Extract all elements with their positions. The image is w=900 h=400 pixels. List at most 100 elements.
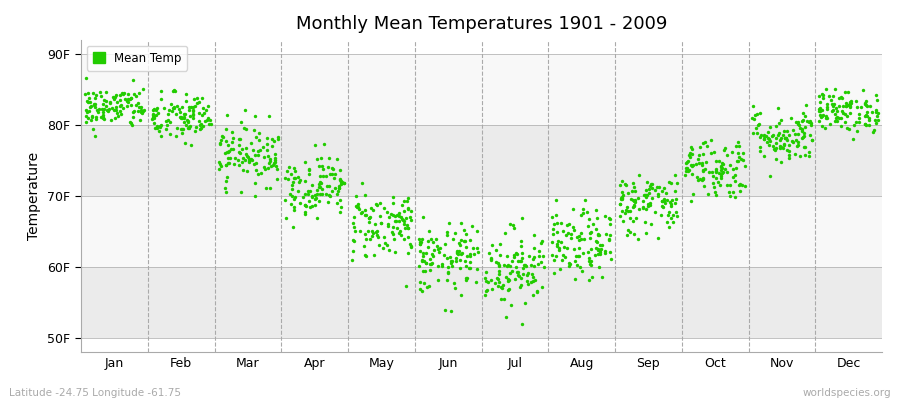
Point [685, 146, 699, 152]
Point [709, 168, 724, 174]
Point [728, 172, 742, 178]
Point [257, 154, 272, 160]
Point [176, 114, 191, 120]
Point [386, 200, 400, 206]
Point [800, 118, 814, 124]
Point [103, 98, 117, 105]
Point [281, 176, 295, 182]
Point [397, 218, 411, 224]
Point [631, 236, 645, 242]
Point [526, 256, 541, 262]
Point [548, 212, 562, 218]
Point [266, 162, 280, 168]
Point [218, 150, 232, 156]
Point [573, 264, 588, 270]
Point [224, 128, 238, 135]
Point [588, 252, 602, 259]
Point [416, 268, 430, 274]
Point [774, 116, 788, 123]
Point [513, 258, 527, 264]
Point [508, 276, 522, 282]
Point [185, 103, 200, 110]
Point [78, 75, 93, 82]
Point [563, 234, 578, 241]
Point [501, 275, 516, 282]
Point [111, 112, 125, 119]
Point [657, 184, 671, 191]
Point [349, 204, 364, 210]
Point [850, 128, 865, 134]
Point [494, 284, 508, 290]
Point [241, 159, 256, 166]
Point [333, 166, 347, 173]
Point [97, 96, 112, 103]
Point [697, 150, 711, 157]
Point [147, 115, 161, 121]
Point [403, 214, 418, 220]
Point [257, 166, 272, 172]
Point [308, 202, 322, 208]
Point [112, 103, 127, 110]
Point [462, 265, 476, 271]
Point [598, 213, 612, 219]
Point [346, 257, 360, 264]
Point [146, 114, 160, 120]
Point [448, 284, 463, 291]
Point [107, 96, 122, 102]
Point [284, 193, 299, 200]
Point [129, 93, 143, 100]
Point [575, 250, 590, 256]
Point [704, 137, 718, 143]
Point [181, 118, 195, 125]
Point [708, 166, 723, 172]
Point [269, 163, 284, 169]
Point [297, 178, 311, 184]
Point [590, 247, 605, 253]
Point [432, 249, 446, 255]
Point [663, 214, 678, 221]
Point [790, 131, 805, 138]
Point [664, 201, 679, 207]
Point [573, 212, 588, 219]
Point [766, 142, 780, 149]
Point [450, 248, 464, 254]
Point [373, 242, 387, 248]
Point [492, 262, 507, 269]
Point [757, 132, 771, 139]
Point [386, 224, 400, 230]
Point [403, 244, 418, 250]
Point [256, 144, 270, 150]
Point [771, 130, 786, 136]
Point [627, 198, 642, 205]
Point [356, 179, 370, 186]
Point [718, 166, 733, 172]
Point [560, 245, 574, 251]
Point [283, 191, 297, 198]
Point [728, 178, 742, 184]
Point [286, 196, 301, 202]
Point [626, 198, 641, 204]
Point [95, 108, 110, 115]
Point [545, 231, 560, 237]
Point [535, 284, 549, 291]
Point [388, 218, 402, 225]
Point [453, 257, 467, 264]
Point [325, 165, 339, 172]
Point [362, 219, 376, 225]
Point [182, 104, 196, 110]
Point [706, 173, 721, 180]
Point [107, 107, 122, 113]
Point [320, 173, 334, 179]
Point [303, 188, 318, 194]
Point [780, 128, 795, 134]
Point [286, 175, 301, 182]
Point [235, 146, 249, 152]
Point [778, 135, 793, 141]
Point [862, 115, 877, 121]
Point [483, 256, 498, 262]
Point [641, 200, 655, 207]
Point [302, 167, 316, 173]
Point [357, 252, 372, 258]
Point [779, 135, 794, 141]
Point [315, 186, 329, 192]
